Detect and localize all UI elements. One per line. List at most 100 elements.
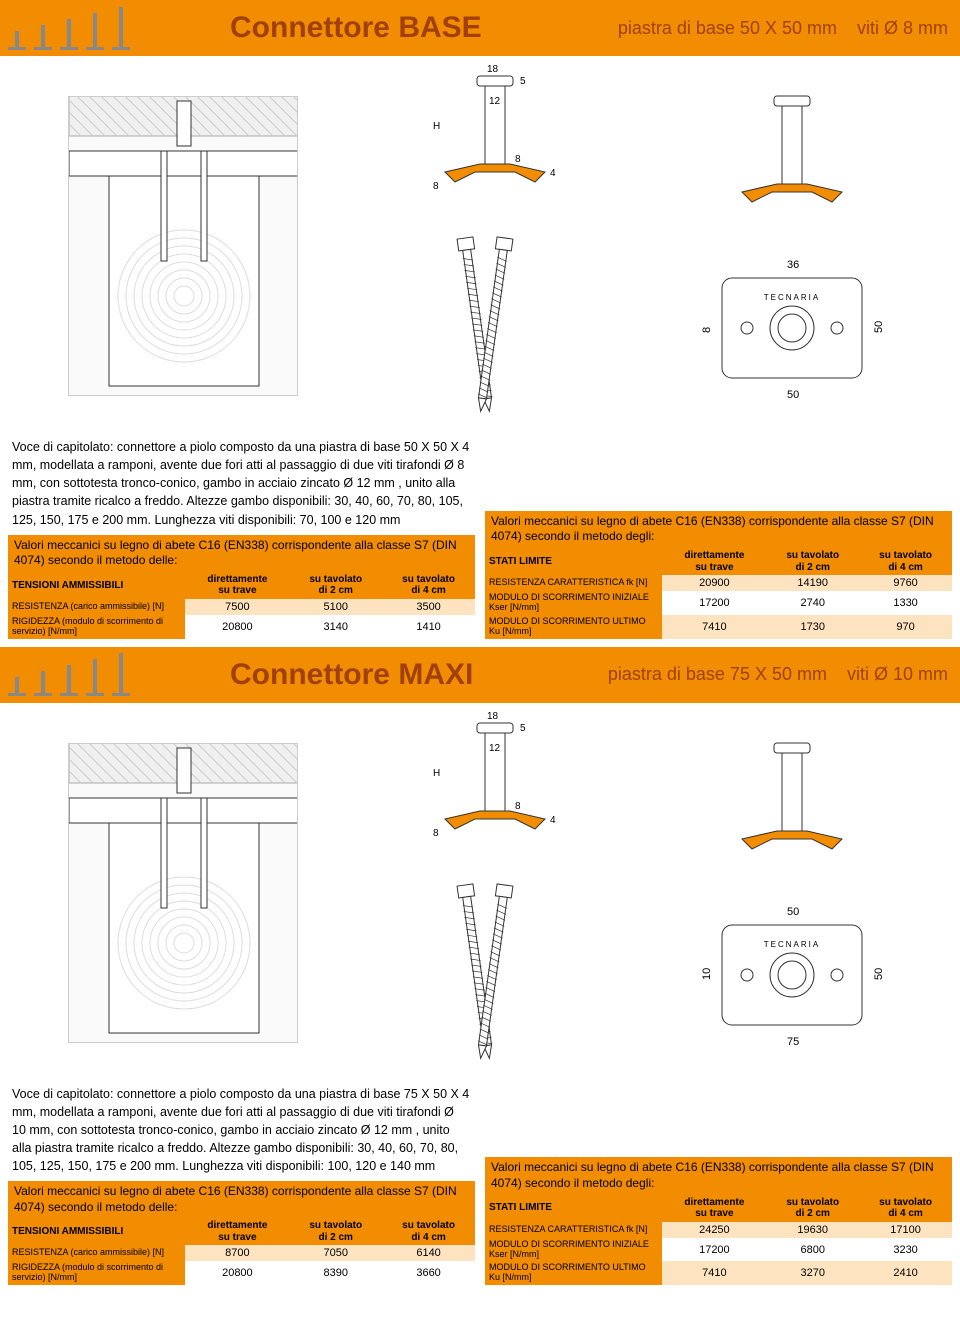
- cell: 6800: [766, 1238, 859, 1262]
- col-header: su tavolatodi 2 cm: [766, 548, 859, 575]
- col-header: su tavolatodi 4 cm: [382, 1218, 475, 1245]
- cell: 8700: [185, 1245, 289, 1261]
- svg-text:8: 8: [515, 801, 521, 812]
- row-label: MODULO DI SCORRIMENTO INIZIALE Kser [N/m…: [485, 1238, 662, 1262]
- cell: 7050: [289, 1245, 382, 1261]
- cell: 1330: [859, 591, 952, 615]
- wood-section-diagram: [68, 96, 298, 396]
- table-row: MODULO DI SCORRIMENTO INIZIALE Kser [N/m…: [485, 1238, 952, 1262]
- plate-spec: piastra di base 50 X 50 mm: [618, 18, 837, 39]
- cell: 17200: [662, 1238, 766, 1262]
- stati-limite-table-heading: Valori meccanici su legno di abete C16 (…: [485, 511, 952, 548]
- cell: 17200: [662, 591, 766, 615]
- svg-text:18: 18: [487, 711, 499, 722]
- table-row: MODULO DI SCORRIMENTO ULTIMO Ku [N/mm]74…: [485, 615, 952, 639]
- col-header: su tavolatodi 4 cm: [859, 1195, 952, 1222]
- screw-spec: viti Ø 10 mm: [847, 664, 948, 685]
- col-header: su tavolatodi 4 cm: [859, 548, 952, 575]
- stati-limite-table-table: STATI LIMITEdirettamentesu travesu tavol…: [485, 548, 952, 639]
- cell: 5100: [289, 599, 382, 615]
- cell: 3230: [859, 1238, 952, 1262]
- svg-text:50: 50: [873, 967, 885, 979]
- cell: 8390: [289, 1261, 382, 1285]
- tensioni-table-heading: Valori meccanici su legno di abete C16 (…: [8, 535, 475, 572]
- cell: 14190: [766, 575, 859, 591]
- svg-text:36: 36: [787, 259, 799, 271]
- cell: 2410: [859, 1261, 952, 1285]
- svg-text:8: 8: [433, 828, 439, 839]
- section-title: Connettore MAXI: [230, 658, 473, 692]
- plate-top-diagram: TECNARIA50755010: [692, 895, 892, 1055]
- cell: 20800: [185, 615, 289, 639]
- cell: 17100: [859, 1222, 952, 1238]
- row-label: RESISTENZA CARATTERISTICA fk [N]: [485, 1222, 662, 1238]
- cell: 7500: [185, 599, 289, 615]
- tensioni-table: Valori meccanici su legno di abete C16 (…: [8, 1181, 475, 1285]
- row-label: MODULO DI SCORRIMENTO INIZIALE Kser [N/m…: [485, 591, 662, 615]
- svg-text:TECNARIA: TECNARIA: [764, 940, 820, 949]
- connector-height-icon: [112, 653, 130, 696]
- cell: 6140: [382, 1245, 475, 1261]
- svg-text:8: 8: [515, 154, 521, 165]
- col0-header: TENSIONI AMMISSIBILI: [8, 572, 185, 599]
- svg-text:10: 10: [701, 967, 713, 979]
- cell: 1730: [766, 615, 859, 639]
- svg-text:TECNARIA: TECNARIA: [764, 293, 820, 302]
- row-label: RESISTENZA CARATTERISTICA fk [N]: [485, 575, 662, 591]
- stati-limite-table-heading: Valori meccanici su legno di abete C16 (…: [485, 1157, 952, 1194]
- section-subtitle: piastra di base 50 X 50 mm viti Ø 8 mm: [618, 18, 948, 39]
- row-label: MODULO DI SCORRIMENTO ULTIMO Ku [N/mm]: [485, 615, 662, 639]
- screws-diagram: [435, 228, 555, 428]
- cell: 7410: [662, 615, 766, 639]
- stati-limite-table-table: STATI LIMITEdirettamentesu travesu tavol…: [485, 1195, 952, 1286]
- svg-text:4: 4: [550, 168, 556, 179]
- cell: 20800: [185, 1261, 289, 1285]
- cell: 7410: [662, 1261, 766, 1285]
- svg-text:8: 8: [433, 181, 439, 192]
- cell: 9760: [859, 575, 952, 591]
- col-header: direttamentesu trave: [662, 1195, 766, 1222]
- col0-header: STATI LIMITE: [485, 1195, 662, 1222]
- col-header: su tavolatodi 4 cm: [382, 572, 475, 599]
- col-header: su tavolatodi 2 cm: [289, 1218, 382, 1245]
- svg-text:12: 12: [489, 96, 501, 107]
- cell: 3140: [289, 615, 382, 639]
- svg-text:H: H: [433, 121, 440, 132]
- col-header: su tavolatodi 2 cm: [766, 1195, 859, 1222]
- col0-header: TENSIONI AMMISSIBILI: [8, 1218, 185, 1245]
- connector-height-icon: [34, 25, 52, 50]
- tensioni-table-heading: Valori meccanici su legno di abete C16 (…: [8, 1181, 475, 1218]
- svg-text:12: 12: [489, 743, 501, 754]
- stati-limite-table: Valori meccanici su legno di abete C16 (…: [485, 511, 952, 639]
- connector-height-icon: [8, 677, 26, 696]
- table-row: RESISTENZA CARATTERISTICA fk [N]24250196…: [485, 1222, 952, 1238]
- svg-text:75: 75: [787, 1036, 799, 1048]
- svg-text:5: 5: [520, 76, 526, 87]
- col-header: su tavolatodi 2 cm: [289, 572, 382, 599]
- table-row: MODULO DI SCORRIMENTO ULTIMO Ku [N/mm]74…: [485, 1261, 952, 1285]
- table-row: RESISTENZA (carico ammissibile) [N]75005…: [8, 599, 475, 615]
- cell: 1410: [382, 615, 475, 639]
- row-label: RESISTENZA (carico ammissibile) [N]: [8, 599, 185, 615]
- connector-side-diagram: 18 5 12 8 4 H 8: [425, 64, 565, 224]
- svg-text:18: 18: [487, 64, 499, 75]
- stati-limite-table: Valori meccanici su legno di abete C16 (…: [485, 1157, 952, 1285]
- caption-text: Voce di capitolato: connettore a piolo c…: [8, 1083, 475, 1182]
- table-row: MODULO DI SCORRIMENTO INIZIALE Kser [N/m…: [485, 591, 952, 615]
- section-title: Connettore BASE: [230, 11, 482, 45]
- col-header: direttamentesu trave: [185, 572, 289, 599]
- content-row: Voce di capitolato: connettore a piolo c…: [0, 436, 960, 647]
- screw-spec: viti Ø 8 mm: [857, 18, 948, 39]
- cell: 3500: [382, 599, 475, 615]
- connector-height-icon: [86, 659, 104, 696]
- row-label: RESISTENZA (carico ammissibile) [N]: [8, 1245, 185, 1261]
- header-icon-row: [0, 653, 230, 696]
- connector-side-diagram: [722, 731, 862, 891]
- cell: 19630: [766, 1222, 859, 1238]
- cell: 3270: [766, 1261, 859, 1285]
- table-row: RESISTENZA (carico ammissibile) [N]87007…: [8, 1245, 475, 1261]
- svg-text:4: 4: [550, 815, 556, 826]
- table-row: RESISTENZA CARATTERISTICA fk [N]20900141…: [485, 575, 952, 591]
- col-header: direttamentesu trave: [662, 548, 766, 575]
- connector-height-icon: [34, 671, 52, 696]
